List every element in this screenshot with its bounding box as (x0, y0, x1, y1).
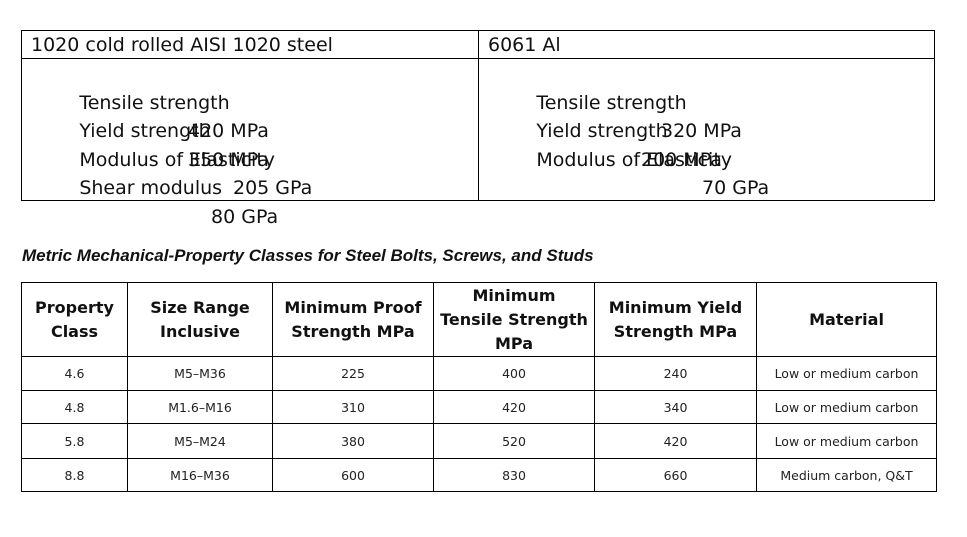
aluminum-yield-strength: Yield strength 200 MPa (488, 89, 934, 171)
steel-column: 1020 cold rolled AISI 1020 steel Tensile… (22, 31, 479, 228)
cell-yield-strength: 240 (594, 356, 757, 391)
property-label: Modulus of Elasticity (536, 148, 733, 171)
cell-material: Low or medium carbon (756, 423, 937, 459)
cell-property-class: 5.8 (21, 423, 128, 459)
aluminum-column: 6061 Al Tensile strength 320 MPa Yield s… (479, 31, 934, 200)
table-header-row: Property Class Size Range Inclusive Mini… (21, 282, 937, 357)
header-property-class: Property Class (21, 282, 128, 357)
steel-property-list: Tensile strength 420 MPa Yield strength … (22, 59, 478, 228)
bolt-section-title: Metric Mechanical-Property Classes for S… (22, 246, 594, 265)
cell-material: Medium carbon, Q&T (756, 458, 937, 492)
cell-proof-strength: 380 (272, 423, 434, 459)
cell-tensile-strength: 520 (433, 423, 595, 459)
header-size-range: Size Range Inclusive (127, 282, 273, 357)
cell-tensile-strength: 420 (433, 390, 595, 424)
property-label: Modulus of Elasticity (79, 148, 276, 171)
table-row: 4.6 M5–M36 225 400 240 Low or medium car… (21, 356, 937, 391)
steel-yield-strength: Yield strength 350 MPa (31, 89, 478, 171)
property-label: Yield strength (536, 120, 668, 142)
header-material: Material (756, 282, 937, 357)
table-row: 4.8 M1.6–M16 310 420 340 Low or medium c… (21, 390, 937, 424)
property-value: 320 MPa (661, 120, 742, 142)
steel-shear-modulus: Shear modulus 80 GPa (31, 146, 478, 228)
table-row: 5.8 M5–M24 380 520 420 Low or medium car… (21, 423, 937, 459)
property-label: Tensile strength (79, 91, 230, 114)
cell-yield-strength: 340 (594, 390, 757, 424)
cell-proof-strength: 310 (272, 390, 434, 424)
property-label: Tensile strength (536, 91, 687, 114)
steel-title: 1020 cold rolled AISI 1020 steel (22, 31, 478, 59)
cell-material: Low or medium carbon (756, 390, 937, 424)
cell-material: Low or medium carbon (756, 356, 937, 391)
property-label: Yield strength (79, 120, 211, 142)
header-min-proof-strength: Minimum Proof Strength MPa (272, 282, 434, 357)
cell-size-range: M1.6–M16 (127, 390, 273, 424)
header-min-yield-strength: Minimum Yield Strength MPa (594, 282, 757, 357)
aluminum-title: 6061 Al (479, 31, 934, 59)
table-row: 8.8 M16–M36 600 830 660 Medium carbon, Q… (21, 458, 937, 492)
cell-property-class: 8.8 (21, 458, 128, 492)
property-value: 205 GPa (233, 177, 313, 199)
cell-size-range: M16–M36 (127, 458, 273, 492)
aluminum-modulus-of-elasticity: Modulus of Elasticity 70 GPa (488, 117, 934, 200)
bolt-property-class-table: Property Class Size Range Inclusive Mini… (21, 282, 937, 492)
cell-property-class: 4.8 (21, 390, 128, 424)
aluminum-tensile-strength: Tensile strength 320 MPa (488, 60, 934, 143)
property-value: 80 GPa (211, 205, 279, 228)
cell-tensile-strength: 830 (433, 458, 595, 492)
property-value: 70 GPa (702, 177, 770, 199)
aluminum-property-list: Tensile strength 320 MPa Yield strength … (479, 59, 934, 200)
cell-tensile-strength: 400 (433, 356, 595, 391)
cell-yield-strength: 660 (594, 458, 757, 492)
cell-proof-strength: 600 (272, 458, 434, 492)
cell-yield-strength: 420 (594, 423, 757, 459)
property-value: 350 MPa (188, 148, 269, 171)
steel-modulus-of-elasticity: Modulus of Elasticity 205 GPa (31, 117, 478, 200)
property-value: 200 MPa (641, 148, 722, 171)
cell-size-range: M5–M36 (127, 356, 273, 391)
cell-size-range: M5–M24 (127, 423, 273, 459)
steel-tensile-strength: Tensile strength 420 MPa (31, 60, 478, 143)
cell-proof-strength: 225 (272, 356, 434, 391)
property-value: 420 MPa (188, 120, 269, 142)
material-properties-table: 1020 cold rolled AISI 1020 steel Tensile… (21, 30, 935, 228)
header-min-tensile-strength: Minimum Tensile Strength MPa (433, 282, 595, 357)
cell-property-class: 4.6 (21, 356, 128, 391)
property-label: Shear modulus (79, 177, 223, 199)
